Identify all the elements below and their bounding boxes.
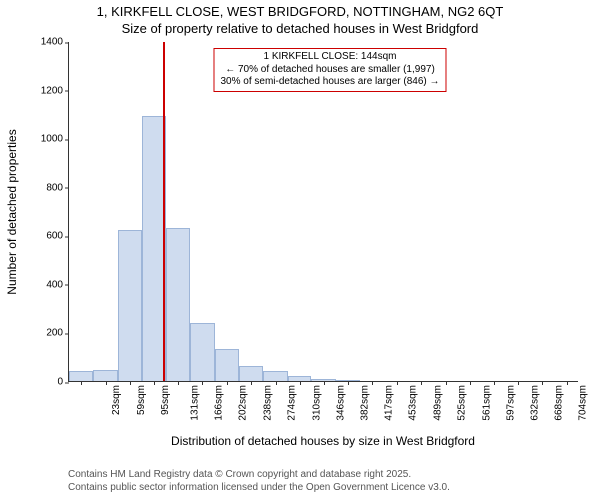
x-tick-mark (130, 381, 131, 385)
x-tick-mark (372, 381, 373, 385)
x-tick-label: 23sqm (111, 385, 122, 415)
plot-area: 020040060080010001200140023sqm59sqm95sqm… (68, 42, 578, 382)
annotation-callout: 1 KIRKFELL CLOSE: 144sqm← 70% of detache… (213, 48, 446, 92)
x-tick-mark (154, 381, 155, 385)
footer-line2: Contains public sector information licen… (68, 481, 450, 494)
x-tick-mark (348, 381, 349, 385)
x-tick-label: 632sqm (529, 385, 540, 421)
y-axis-label: Number of detached properties (5, 129, 19, 294)
x-tick-mark (421, 381, 422, 385)
histogram-bar (166, 228, 190, 381)
x-tick-label: 274sqm (287, 385, 298, 421)
x-axis-label: Distribution of detached houses by size … (171, 434, 475, 448)
annotation-line2: ← 70% of detached houses are smaller (1,… (220, 64, 439, 77)
x-tick-label: 59sqm (136, 385, 147, 415)
x-tick-mark (227, 381, 228, 385)
x-tick-mark (106, 381, 107, 385)
x-tick-mark (542, 381, 543, 385)
x-tick-mark (202, 381, 203, 385)
x-tick-mark (567, 381, 568, 385)
x-tick-mark (446, 381, 447, 385)
y-tick-label: 1200 (41, 85, 69, 96)
title-line2: Size of property relative to detached ho… (0, 21, 600, 36)
x-tick-label: 668sqm (554, 385, 565, 421)
annotation-line1: 1 KIRKFELL CLOSE: 144sqm (220, 51, 439, 64)
x-tick-mark (251, 381, 252, 385)
x-tick-mark (178, 381, 179, 385)
x-tick-label: 166sqm (214, 385, 225, 421)
x-tick-label: 95sqm (160, 385, 171, 415)
property-marker-line (163, 42, 165, 381)
x-tick-label: 489sqm (432, 385, 443, 421)
y-tick-label: 200 (46, 328, 69, 339)
x-tick-label: 417sqm (384, 385, 395, 421)
x-tick-mark (518, 381, 519, 385)
chart-title: 1, KIRKFELL CLOSE, WEST BRIDGFORD, NOTTI… (0, 4, 600, 36)
y-tick-label: 400 (46, 279, 69, 290)
title-line1: 1, KIRKFELL CLOSE, WEST BRIDGFORD, NOTTI… (0, 4, 600, 19)
x-tick-label: 202sqm (238, 385, 249, 421)
histogram-bar (69, 371, 93, 381)
chart-container: 1, KIRKFELL CLOSE, WEST BRIDGFORD, NOTTI… (0, 0, 600, 500)
x-tick-label: 704sqm (578, 385, 589, 421)
y-tick-label: 1000 (41, 134, 69, 145)
y-tick-label: 600 (46, 231, 69, 242)
histogram-bar (118, 230, 142, 381)
annotation-line3: 30% of semi-detached houses are larger (… (220, 76, 439, 89)
histogram-bar (190, 323, 214, 381)
footer-attribution: Contains HM Land Registry data © Crown c… (68, 468, 450, 494)
x-tick-mark (470, 381, 471, 385)
x-tick-label: 597sqm (506, 385, 517, 421)
footer-line1: Contains HM Land Registry data © Crown c… (68, 468, 450, 481)
x-tick-label: 346sqm (336, 385, 347, 421)
x-tick-label: 238sqm (262, 385, 273, 421)
x-tick-mark (300, 381, 301, 385)
x-tick-label: 561sqm (481, 385, 492, 421)
y-tick-label: 800 (46, 182, 69, 193)
x-tick-label: 382sqm (360, 385, 371, 421)
histogram-bar (239, 366, 263, 381)
x-tick-mark (397, 381, 398, 385)
y-tick-label: 1400 (41, 37, 69, 48)
x-tick-mark (494, 381, 495, 385)
histogram-bar (263, 371, 287, 381)
x-tick-mark (324, 381, 325, 385)
x-tick-label: 131sqm (190, 385, 201, 421)
x-tick-mark (276, 381, 277, 385)
x-tick-label: 525sqm (457, 385, 468, 421)
x-tick-mark (81, 381, 82, 385)
x-tick-label: 310sqm (311, 385, 322, 421)
histogram-bar (215, 349, 239, 381)
histogram-bar (93, 370, 117, 381)
y-tick-label: 0 (57, 377, 69, 388)
x-tick-label: 453sqm (408, 385, 419, 421)
